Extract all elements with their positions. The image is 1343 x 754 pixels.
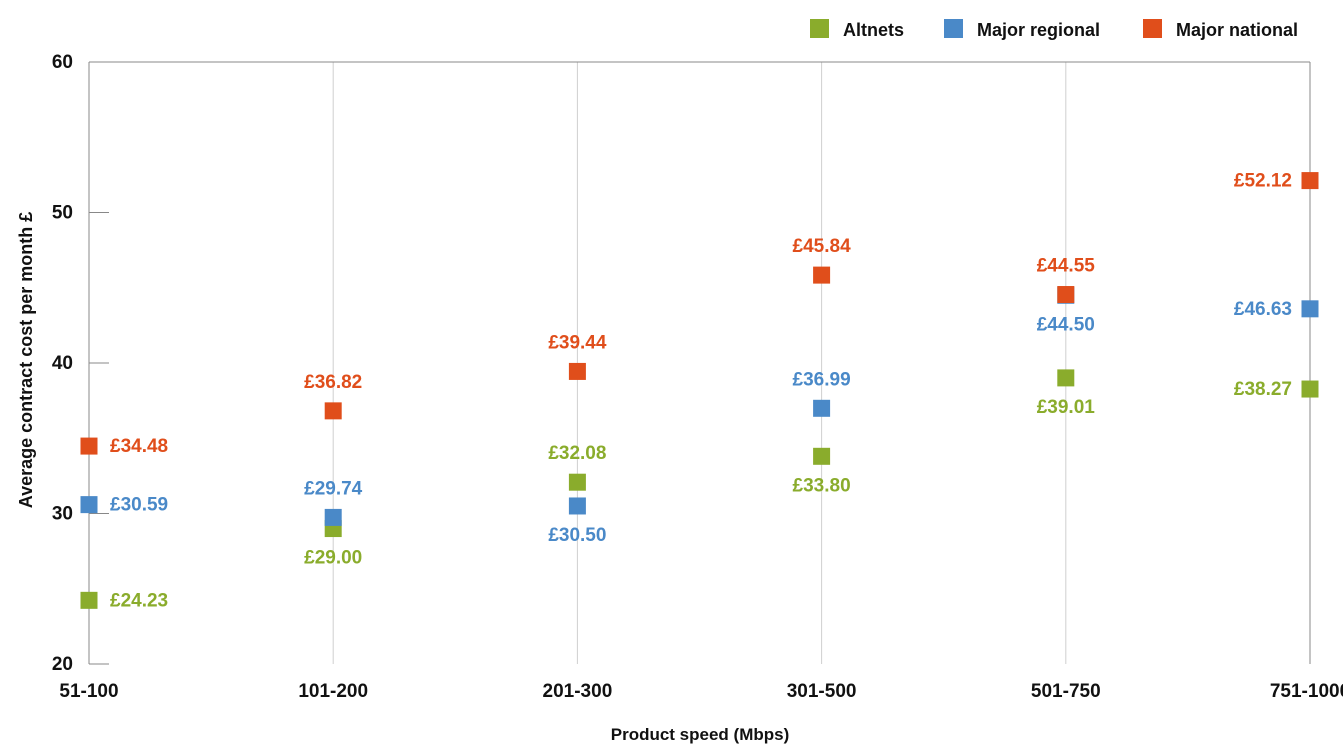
legend-label: Major regional — [977, 20, 1100, 40]
x-tick-label: 751-1000 — [1270, 681, 1343, 702]
data-point — [324, 402, 342, 420]
data-label: £30.59 — [110, 495, 168, 516]
data-point — [1301, 380, 1319, 398]
legend-swatch — [944, 19, 963, 38]
data-point — [1301, 172, 1319, 190]
y-ticks: 20 30 40 50 60 — [52, 52, 109, 675]
data-label: £34.48 — [110, 436, 168, 457]
gridlines — [332, 62, 1311, 664]
data-point — [80, 437, 98, 455]
data-label: £29.74 — [304, 478, 363, 499]
legend: Altnets Major regional Major national — [810, 19, 1298, 40]
data-point — [568, 473, 586, 491]
data-points — [80, 172, 1319, 609]
data-label: £44.55 — [1037, 256, 1096, 277]
data-label: £33.80 — [793, 475, 851, 496]
y-axis-label: Average contract cost per month £ — [16, 212, 36, 508]
legend-label: Major national — [1176, 20, 1298, 40]
data-point — [1057, 369, 1075, 387]
y-tick-label: 20 — [52, 654, 73, 675]
x-tick-label: 301-500 — [787, 681, 857, 702]
data-label: £36.82 — [304, 372, 362, 393]
data-point — [568, 362, 586, 380]
x-tick-label: 201-300 — [543, 681, 613, 702]
data-point — [813, 447, 831, 465]
x-ticks: 51-100 101-200 201-300 301-500 501-750 751-10… — [59, 681, 1343, 702]
data-point — [1301, 300, 1319, 318]
data-label: £24.23 — [110, 590, 168, 611]
axes — [88, 61, 1311, 664]
data-point — [324, 508, 342, 526]
data-label: £29.00 — [304, 548, 362, 569]
x-tick-label: 51-100 — [59, 681, 118, 702]
y-tick-label: 60 — [52, 52, 73, 73]
data-label: £30.50 — [548, 525, 606, 546]
data-point — [1057, 286, 1075, 304]
legend-swatch — [1143, 19, 1162, 38]
legend-label: Altnets — [843, 20, 904, 40]
y-tick-label: 40 — [52, 353, 73, 374]
data-point — [80, 591, 98, 609]
data-label: £45.84 — [793, 236, 852, 257]
x-tick-label: 101-200 — [298, 681, 368, 702]
data-label: £38.27 — [1234, 379, 1292, 400]
data-label: £52.12 — [1234, 171, 1292, 192]
data-label: £39.44 — [548, 332, 607, 353]
data-label: £44.50 — [1037, 314, 1095, 335]
data-point — [80, 496, 98, 514]
legend-swatch — [810, 19, 829, 38]
data-labels: £24.23 £29.00 £32.08 £33.80 £39.01 £38.27 £30.… — [110, 171, 1292, 612]
data-point — [813, 399, 831, 417]
y-tick-label: 50 — [52, 203, 73, 224]
data-point — [568, 497, 586, 515]
data-label: £32.08 — [548, 443, 606, 464]
data-label: £36.99 — [793, 369, 851, 390]
y-tick-label: 30 — [52, 504, 73, 525]
x-tick-label: 501-750 — [1031, 681, 1101, 702]
data-label: £39.01 — [1037, 397, 1096, 418]
x-axis-label: Product speed (Mbps) — [611, 725, 790, 744]
data-label: £46.63 — [1234, 299, 1292, 320]
data-point — [813, 266, 831, 284]
